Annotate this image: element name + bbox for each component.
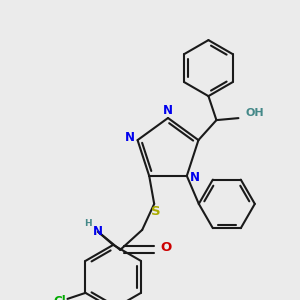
Text: Cl: Cl [53, 296, 66, 300]
Text: N: N [124, 130, 135, 144]
Text: N: N [163, 104, 173, 118]
Text: N: N [190, 171, 200, 184]
Text: N: N [93, 225, 103, 239]
Text: O: O [160, 242, 172, 254]
Text: H: H [84, 219, 92, 228]
Text: OH: OH [245, 108, 264, 118]
Text: S: S [152, 206, 161, 218]
